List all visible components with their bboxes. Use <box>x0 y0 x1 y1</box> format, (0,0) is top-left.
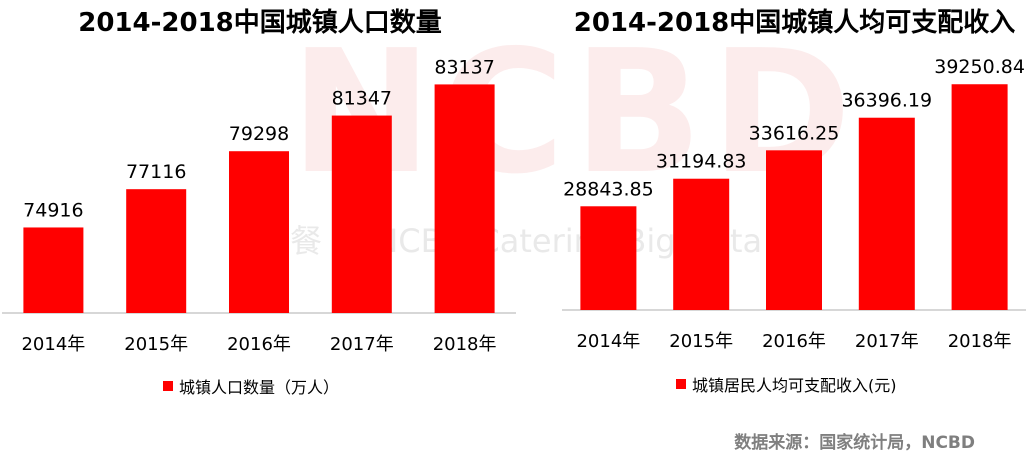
bar-chart-urban-population: 74916 2014年 77116 2015年 79298 2016年 81347 2017年… <box>2 56 516 355</box>
x-tick-label: 2016年 <box>227 334 291 355</box>
source-note: 数据来源：国家统计局，NCBD <box>734 433 975 453</box>
data-label: 39250.84 <box>934 56 1025 78</box>
bar-chart-disposable-income: 28843.85 2014年 31194.83 2015年 33616.25 2016年 3… <box>562 56 1026 352</box>
legend-label: 城镇人口数量（万人） <box>179 378 340 397</box>
x-tick-label: 2015年 <box>124 334 188 355</box>
legend-swatch <box>676 379 686 389</box>
data-label: 74916 <box>23 199 83 221</box>
data-label: 81347 <box>332 88 392 110</box>
bar <box>858 117 915 310</box>
legend-label: 城镇居民人均可支配收入(元) <box>692 376 897 395</box>
x-tick-label: 2014年 <box>21 334 85 355</box>
x-tick-label: 2015年 <box>669 331 733 352</box>
chart-panel-disposable-income: 2014-2018中国城镇人均可支配收入 28843.85 2014年 31194.… <box>560 0 1029 464</box>
bar <box>766 150 822 310</box>
chart-title: 2014-2018中国城镇人口数量 <box>78 8 442 38</box>
data-label: 31194.83 <box>656 151 747 173</box>
data-label: 28843.85 <box>563 178 654 200</box>
legend: 城镇人口数量（万人） <box>163 374 339 398</box>
bar <box>951 84 1008 311</box>
x-tick-label: 2018年 <box>433 334 497 355</box>
data-label: 79298 <box>229 123 289 145</box>
bar <box>331 115 392 314</box>
x-tick-label: 2014年 <box>576 331 640 352</box>
x-tick-label: 2017年 <box>330 334 394 355</box>
legend: 城镇居民人均可支配收入(元) <box>676 372 897 396</box>
bar <box>580 206 637 310</box>
data-label: 77116 <box>126 161 186 183</box>
bar <box>229 151 289 313</box>
data-label: 83137 <box>434 56 494 78</box>
bar <box>23 227 84 313</box>
x-tick-label: 2017年 <box>855 331 919 352</box>
x-tick-label: 2016年 <box>762 331 826 352</box>
x-tick-label: 2018年 <box>948 331 1012 352</box>
chart-panel-urban-population: 2014-2018中国城镇人口数量 74916 2014年 77116 2015年 79… <box>2 8 516 398</box>
legend-swatch <box>163 381 173 391</box>
bar <box>126 189 187 313</box>
data-label: 33616.25 <box>749 122 840 144</box>
bar <box>673 178 730 310</box>
bar <box>434 84 495 313</box>
chart-title: 2014-2018中国城镇人均可支配收入 <box>573 8 1016 38</box>
data-label: 36396.19 <box>841 90 932 112</box>
